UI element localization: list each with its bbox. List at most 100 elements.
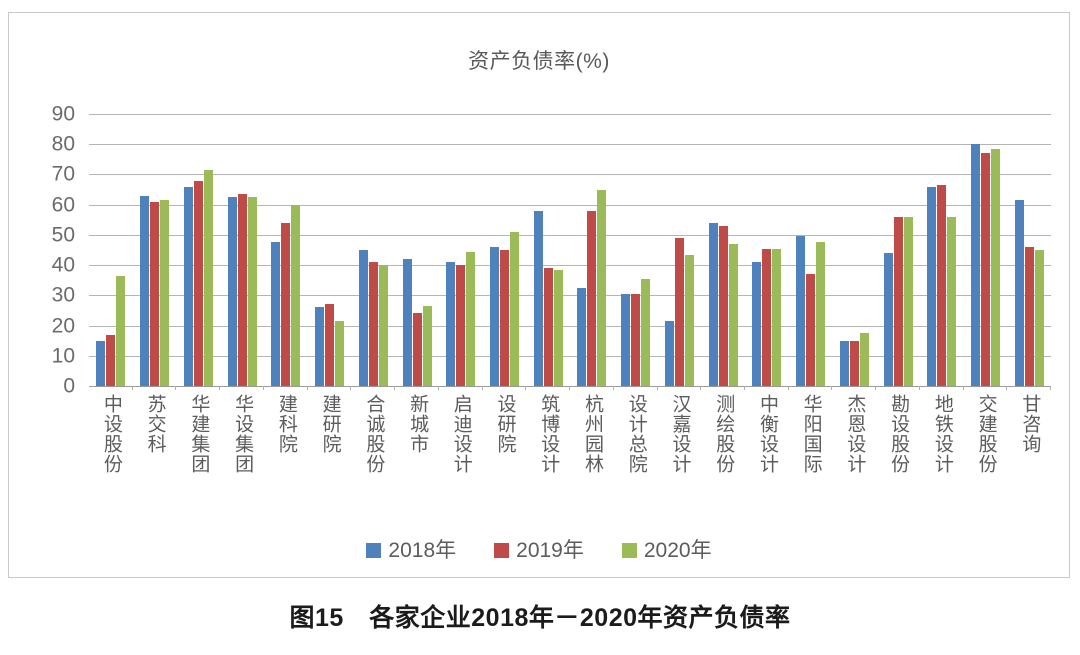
- bar: [281, 222, 291, 386]
- bar: [762, 248, 772, 386]
- bar: [358, 250, 368, 386]
- bar-groups: [89, 114, 1051, 390]
- bar: [816, 242, 826, 386]
- legend-item[interactable]: 2018年: [366, 540, 456, 561]
- legend-label: 2020年: [643, 539, 712, 562]
- x-axis-category-text: 筑博设计: [538, 394, 560, 474]
- bar: [499, 250, 509, 386]
- x-axis-category-label: 汉嘉设计: [658, 394, 702, 519]
- plot-area: [89, 114, 1051, 390]
- legend-swatch-icon: [621, 543, 637, 558]
- bar-group: [701, 114, 745, 390]
- x-axis-category-label: 甘咨询: [1007, 394, 1051, 519]
- bar-group: [1007, 114, 1051, 390]
- x-axis-category-label: 新城市: [395, 394, 439, 519]
- x-axis-category-label: 勘设股份: [876, 394, 920, 519]
- y-axis-tick-label: 0: [63, 374, 75, 398]
- legend-item[interactable]: 2019年: [494, 540, 584, 561]
- bar: [237, 194, 247, 386]
- x-axis-category-label: 华阳国际: [789, 394, 833, 519]
- bar: [752, 262, 762, 386]
- bar: [947, 216, 957, 386]
- x-axis-category-text: 华建集团: [188, 394, 210, 474]
- bar-group: [745, 114, 789, 390]
- bar: [597, 189, 607, 386]
- x-axis-category-text: 勘设股份: [888, 394, 910, 474]
- bar: [684, 254, 694, 386]
- y-axis-tick-label: 40: [51, 253, 75, 277]
- x-axis-category-label: 交建股份: [964, 394, 1008, 519]
- x-axis-category-text: 甘咨询: [1019, 394, 1041, 454]
- y-axis-tick-label: 70: [51, 162, 75, 186]
- x-axis-category-text: 华阳国际: [800, 394, 822, 474]
- bar: [772, 248, 782, 386]
- bar: [335, 321, 345, 386]
- bar: [806, 274, 816, 386]
- y-axis-tick-label: 60: [51, 193, 75, 217]
- bar: [1014, 200, 1024, 386]
- legend-label: 2018年: [388, 539, 457, 562]
- legend-swatch-icon: [366, 543, 382, 558]
- bar: [796, 236, 806, 386]
- chart-frame: 资产负债率(%) 90 80 70 60 50 40 30 20 10 0 中设股份 苏交科 华建集团…: [8, 12, 1070, 578]
- bar-group: [526, 114, 570, 390]
- bar: [621, 293, 631, 386]
- bar: [859, 333, 869, 386]
- bar: [96, 340, 106, 386]
- x-axis-category-label: 合诚股份: [351, 394, 395, 519]
- bar: [368, 262, 378, 386]
- x-axis-category-text: 新城市: [407, 394, 429, 454]
- legend-label: 2019年: [516, 539, 584, 562]
- bar: [971, 144, 981, 386]
- bar: [631, 293, 641, 386]
- x-axis-category-text: 苏交科: [144, 394, 166, 454]
- bar: [664, 321, 674, 386]
- x-axis-category-label: 启迪设计: [439, 394, 483, 519]
- bar-group: [483, 114, 527, 390]
- x-axis-category-label: 苏交科: [133, 394, 177, 519]
- legend-item[interactable]: 2020年: [621, 539, 712, 562]
- bar: [378, 265, 388, 386]
- bar: [412, 313, 422, 386]
- x-axis-category-text: 杰恩设计: [844, 394, 866, 474]
- bar: [728, 243, 738, 386]
- x-axis-category-text: 合诚股份: [363, 394, 385, 474]
- bar: [883, 253, 893, 386]
- bar: [1034, 250, 1044, 386]
- x-axis-category-label: 建科院: [264, 394, 308, 519]
- y-axis: 90 80 70 60 50 40 30 20 10 0: [19, 104, 81, 397]
- x-axis-category-text: 建科院: [275, 394, 297, 454]
- bar: [533, 210, 543, 386]
- bar: [466, 251, 476, 386]
- bar-group: [264, 114, 308, 390]
- bar: [893, 216, 903, 386]
- bar: [456, 265, 466, 386]
- x-axis-category-label: 筑博设计: [526, 394, 570, 519]
- x-axis-category-label: 杰恩设计: [832, 394, 876, 519]
- bar: [193, 180, 203, 386]
- x-axis-category-label: 设计总院: [614, 394, 658, 519]
- bar: [203, 169, 213, 386]
- bar-group: [789, 114, 833, 390]
- bar: [641, 278, 651, 386]
- x-axis-category-text: 交建股份: [975, 394, 997, 474]
- y-axis-tick-label: 80: [51, 132, 75, 156]
- bar: [981, 153, 991, 386]
- x-axis-category-label: 建研院: [308, 394, 352, 519]
- bar: [674, 237, 684, 386]
- bar: [587, 210, 597, 386]
- bar: [116, 275, 126, 386]
- x-axis-category-label: 地铁设计: [920, 394, 964, 519]
- bar-group: [876, 114, 920, 390]
- bar: [509, 231, 519, 386]
- bar: [991, 148, 1001, 386]
- x-axis-category-text: 汉嘉设计: [669, 394, 691, 474]
- x-axis-category-label: 华建集团: [176, 394, 220, 519]
- figure-caption: 图15 各家企业2018年－2020年资产负债率: [289, 604, 791, 632]
- bar: [708, 222, 718, 386]
- bar: [718, 225, 728, 386]
- bar: [106, 334, 116, 386]
- x-axis-category-text: 华设集团: [232, 394, 254, 474]
- x-axis-category-text: 测绘股份: [713, 394, 735, 474]
